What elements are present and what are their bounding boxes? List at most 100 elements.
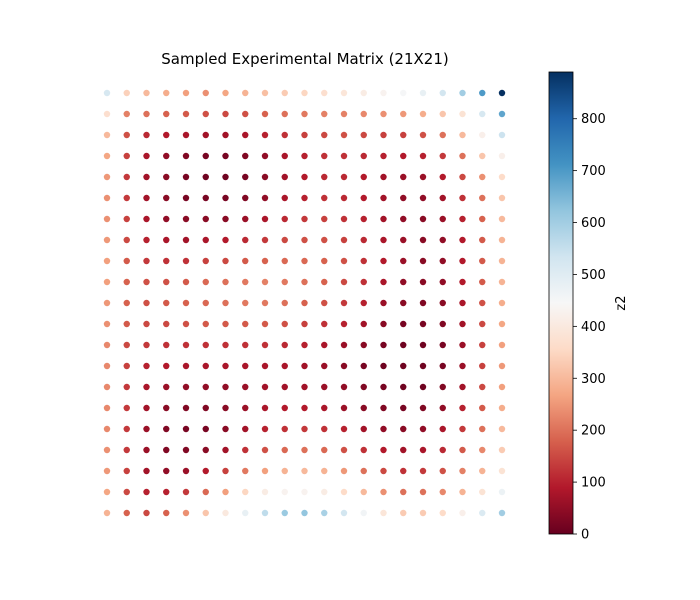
data-point bbox=[360, 509, 367, 517]
data-point bbox=[400, 89, 407, 97]
data-point bbox=[123, 425, 130, 433]
data-point bbox=[281, 173, 288, 181]
colorbar-ticks: 0 100 200 300 400 500 600 700 800 bbox=[573, 112, 606, 543]
data-point bbox=[419, 236, 427, 244]
data-point bbox=[419, 488, 427, 496]
data-point bbox=[321, 320, 328, 328]
data-point bbox=[261, 362, 269, 370]
data-point bbox=[143, 278, 150, 286]
data-point bbox=[479, 299, 486, 307]
scatter-points bbox=[103, 89, 506, 517]
colorbar-tick-label: 600 bbox=[581, 216, 606, 231]
data-point bbox=[261, 236, 269, 244]
data-point bbox=[281, 362, 288, 370]
data-point bbox=[182, 131, 190, 139]
data-point bbox=[419, 341, 427, 349]
data-point bbox=[182, 278, 190, 286]
data-point bbox=[321, 131, 328, 139]
data-point bbox=[380, 509, 387, 517]
data-point bbox=[281, 131, 288, 139]
data-point bbox=[163, 362, 170, 370]
colorbar-label: z2 bbox=[614, 295, 629, 310]
data-point bbox=[301, 299, 308, 307]
data-point bbox=[360, 404, 367, 412]
data-point bbox=[498, 257, 506, 265]
data-point bbox=[360, 320, 367, 328]
data-point bbox=[281, 89, 288, 97]
data-point bbox=[222, 362, 229, 370]
data-point bbox=[202, 341, 209, 349]
data-point bbox=[222, 131, 229, 139]
data-point bbox=[459, 236, 466, 244]
data-point bbox=[321, 89, 328, 97]
data-point bbox=[123, 131, 130, 139]
data-point bbox=[419, 404, 427, 412]
data-point bbox=[123, 383, 130, 391]
data-point bbox=[439, 89, 446, 97]
data-point bbox=[340, 194, 348, 202]
data-point bbox=[400, 236, 407, 244]
data-point bbox=[498, 341, 506, 349]
data-point bbox=[182, 362, 190, 370]
data-point bbox=[459, 194, 466, 202]
data-point bbox=[498, 467, 506, 475]
data-point bbox=[261, 131, 269, 139]
data-point bbox=[163, 320, 170, 328]
data-point bbox=[400, 152, 407, 160]
data-point bbox=[439, 509, 446, 517]
data-point bbox=[123, 257, 130, 265]
data-point bbox=[439, 446, 446, 454]
data-point bbox=[281, 446, 288, 454]
data-point bbox=[123, 446, 130, 454]
data-point bbox=[182, 194, 190, 202]
data-point bbox=[242, 299, 249, 307]
data-point bbox=[222, 278, 229, 286]
data-point bbox=[479, 446, 486, 454]
data-point bbox=[419, 383, 427, 391]
data-point bbox=[459, 173, 466, 181]
data-point bbox=[498, 131, 506, 139]
data-point bbox=[163, 173, 170, 181]
data-point bbox=[242, 152, 249, 160]
data-point bbox=[103, 173, 111, 181]
data-point bbox=[498, 404, 506, 412]
data-point bbox=[479, 467, 486, 475]
data-point bbox=[360, 278, 367, 286]
data-point bbox=[222, 110, 229, 118]
data-point bbox=[479, 425, 486, 433]
data-point bbox=[103, 362, 111, 370]
colorbar-tick-label: 0 bbox=[581, 528, 589, 543]
data-point bbox=[182, 425, 190, 433]
data-point bbox=[202, 446, 209, 454]
data-point bbox=[459, 299, 466, 307]
data-point bbox=[123, 341, 130, 349]
data-point bbox=[498, 194, 506, 202]
data-point bbox=[143, 89, 150, 97]
data-point bbox=[400, 425, 407, 433]
data-point bbox=[321, 341, 328, 349]
data-point bbox=[479, 215, 486, 223]
data-point bbox=[400, 173, 407, 181]
data-point bbox=[143, 173, 150, 181]
data-point bbox=[459, 488, 466, 496]
data-point bbox=[400, 341, 407, 349]
data-point bbox=[103, 131, 111, 139]
data-point bbox=[123, 320, 130, 328]
data-point bbox=[301, 173, 308, 181]
data-point bbox=[380, 152, 387, 160]
data-point bbox=[380, 467, 387, 475]
data-point bbox=[261, 215, 269, 223]
data-point bbox=[242, 215, 249, 223]
data-point bbox=[321, 509, 328, 517]
data-point bbox=[123, 89, 130, 97]
data-point bbox=[123, 194, 130, 202]
data-point bbox=[321, 278, 328, 286]
data-point bbox=[281, 257, 288, 265]
data-point bbox=[182, 509, 190, 517]
data-point bbox=[301, 194, 308, 202]
data-point bbox=[321, 299, 328, 307]
data-point bbox=[163, 509, 170, 517]
data-point bbox=[459, 509, 466, 517]
data-point bbox=[321, 110, 328, 118]
data-point bbox=[360, 299, 367, 307]
